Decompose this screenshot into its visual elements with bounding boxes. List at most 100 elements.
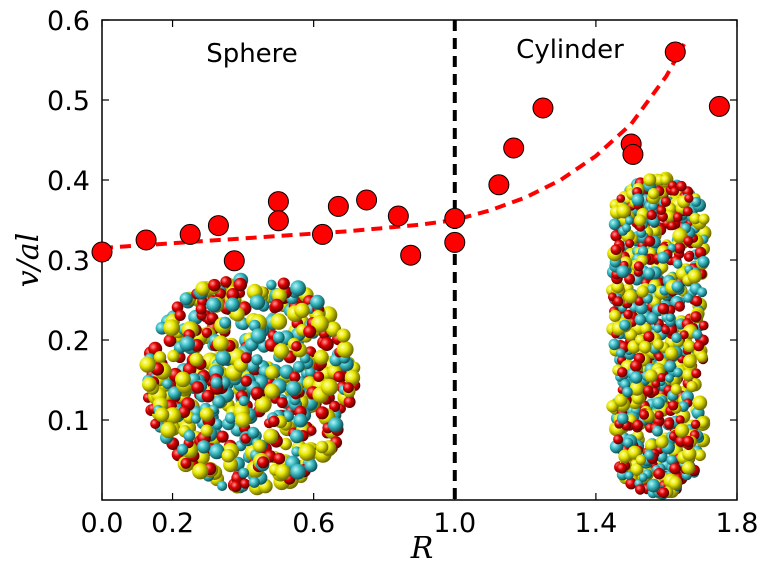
bead: [616, 462, 628, 474]
bead: [225, 297, 240, 312]
data-point: [532, 97, 554, 119]
bead: [644, 449, 655, 461]
bead: [336, 341, 354, 358]
y-tick-label: 0.4: [47, 166, 90, 197]
data-point: [503, 137, 525, 159]
bead: [644, 369, 658, 383]
x-axis-label: R: [410, 531, 434, 566]
bead: [167, 349, 180, 363]
bead: [642, 385, 654, 396]
bead: [664, 360, 677, 373]
bead: [336, 328, 351, 343]
bead: [208, 278, 221, 292]
bead: [697, 416, 709, 429]
bead: [175, 371, 191, 388]
bead: [142, 377, 157, 392]
bead: [221, 448, 236, 463]
bead: [162, 378, 173, 390]
data-point: [444, 207, 466, 229]
bead: [614, 393, 628, 407]
bead: [686, 380, 698, 393]
bead: [291, 341, 302, 352]
bead: [189, 352, 204, 367]
bead: [668, 431, 678, 441]
bead: [195, 281, 210, 296]
bead: [694, 449, 706, 462]
bead: [179, 292, 193, 306]
bead: [689, 212, 701, 225]
bead: [625, 216, 634, 225]
bead: [673, 259, 683, 269]
bead: [625, 239, 635, 248]
bead: [683, 340, 696, 353]
bead: [654, 410, 664, 420]
bead: [624, 471, 634, 480]
bead: [682, 368, 695, 382]
bead: [303, 325, 317, 339]
bead: [277, 277, 290, 290]
bead: [673, 367, 683, 378]
data-point: [387, 205, 409, 227]
bead: [293, 413, 308, 428]
bead: [257, 456, 270, 469]
bead: [240, 375, 252, 387]
bead: [635, 484, 646, 495]
bead: [617, 367, 628, 378]
bead: [646, 312, 659, 325]
bead: [691, 295, 703, 307]
bead: [333, 371, 345, 383]
bead: [632, 419, 644, 431]
bead: [212, 335, 229, 352]
bead: [697, 287, 708, 298]
bead: [635, 454, 647, 466]
bead: [273, 343, 290, 359]
bead: [154, 407, 170, 423]
tick-labels: 0.0 0.2 0.6 1.0 1.4 1.8 0.1 0.2 0.3 0.4 0.5 0.6: [47, 6, 758, 539]
bead: [652, 396, 665, 410]
y-tick-label: 0.3: [47, 246, 90, 277]
bead: [310, 294, 325, 310]
bead: [690, 311, 702, 323]
bead: [652, 425, 663, 437]
bead: [264, 383, 280, 399]
bead: [238, 467, 250, 479]
bead: [630, 371, 643, 384]
bead: [315, 406, 329, 420]
bead: [217, 480, 228, 491]
cylinder-micelle-image: [606, 171, 712, 500]
bead: [163, 334, 177, 347]
bead: [250, 386, 264, 400]
bead: [613, 434, 624, 445]
bead: [329, 400, 341, 412]
bead: [673, 212, 683, 222]
bead: [328, 417, 344, 433]
data-point: [622, 143, 644, 165]
bead: [652, 339, 664, 350]
bead: [139, 356, 156, 373]
bead: [216, 430, 229, 443]
bead: [647, 188, 660, 200]
fit-curve: [102, 43, 686, 250]
bead: [255, 396, 272, 413]
bead: [608, 309, 622, 322]
bead: [657, 302, 670, 315]
bead: [200, 424, 213, 437]
bead: [265, 365, 279, 380]
bead: [306, 425, 317, 436]
bead: [276, 397, 288, 409]
bead: [638, 472, 648, 482]
bead: [272, 331, 285, 344]
bead: [671, 280, 684, 293]
bead: [219, 316, 232, 329]
bead: [675, 415, 685, 425]
y-axis-label: v/al: [11, 233, 46, 288]
bead: [622, 386, 633, 398]
bead: [630, 462, 644, 476]
bead: [622, 437, 634, 448]
bead: [290, 280, 306, 297]
bead: [190, 413, 201, 424]
bead: [619, 319, 631, 331]
bead: [292, 360, 305, 373]
bead: [655, 352, 664, 362]
